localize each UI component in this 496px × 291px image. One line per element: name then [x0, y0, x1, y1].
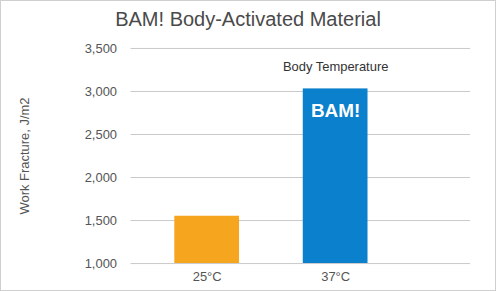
svg-text:1,500: 1,500 [85, 213, 117, 228]
svg-text:2,500: 2,500 [85, 127, 117, 142]
svg-text:2,000: 2,000 [85, 170, 117, 185]
svg-text:37°C: 37°C [321, 269, 350, 284]
svg-text:1,000: 1,000 [85, 256, 117, 271]
svg-text:3,000: 3,000 [85, 84, 117, 99]
svg-text:Work Fracture, J/m2: Work Fracture, J/m2 [17, 98, 32, 215]
svg-text:3,500: 3,500 [85, 41, 117, 56]
svg-text:BAM!: BAM! [311, 100, 360, 121]
svg-text:25°C: 25°C [193, 269, 222, 284]
html-text:BAM! Body-Activated Material: BAM! Body-Activated Material [115, 8, 381, 30]
svg-text:Body Temperature: Body Temperature [283, 59, 388, 74]
